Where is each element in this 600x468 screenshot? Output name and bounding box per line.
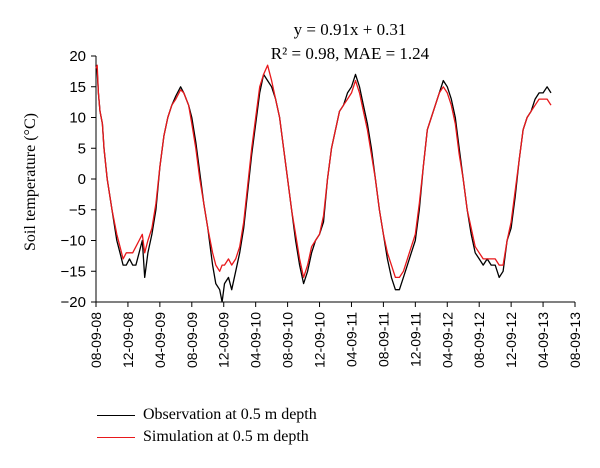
- fit-statistics: R² = 0.98, MAE = 1.24: [270, 44, 430, 63]
- legend-item-observation: Observation at 0.5 m depth: [97, 404, 317, 426]
- axes-group: [91, 55, 576, 307]
- legend: Observation at 0.5 m depth Simulation at…: [97, 404, 317, 448]
- y-tick-label: −20: [61, 294, 86, 311]
- x-tick-labels: 08-09-08 12-09-08 04-09-09 08-09-09 12-09-09…: [88, 312, 583, 368]
- x-tick-label: 08-09-12: [471, 312, 487, 368]
- x-tick-label: 04-09-12: [439, 312, 455, 368]
- x-tick-label: 08-09-09: [184, 312, 200, 368]
- y-tick-label: −15: [61, 263, 86, 280]
- x-tick-label: 08-09-08: [88, 312, 104, 368]
- x-tick-label: 12-09-08: [120, 312, 136, 368]
- x-tick-label: 04-09-11: [343, 312, 359, 367]
- x-tick-label: 08-09-11: [375, 312, 391, 367]
- x-tick-label: 04-09-10: [248, 312, 264, 368]
- x-tick-label: 12-09-09: [216, 312, 232, 368]
- y-tick-label: 15: [69, 79, 86, 96]
- legend-swatch-simulation: [97, 436, 135, 438]
- y-tick-label: 20: [69, 48, 86, 65]
- legend-swatch-observation: [97, 414, 135, 416]
- x-tick-label: 04-09-13: [535, 312, 551, 368]
- y-tick-label: 0: [78, 171, 86, 188]
- series-lines: [95, 64, 552, 303]
- y-tick-label: 5: [78, 140, 86, 157]
- x-tick-label: 04-09-09: [152, 312, 168, 368]
- legend-label-observation: Observation at 0.5 m depth: [143, 406, 317, 423]
- y-tick-labels: 20 15 10 5 0 −5 −10 −15 −20: [61, 48, 86, 311]
- x-tick-label: 12-09-11: [407, 312, 423, 367]
- series-line-observation: [95, 65, 552, 303]
- y-tick-label: 10: [69, 110, 86, 127]
- regression-equation: y = 0.91x + 0.31: [293, 20, 407, 39]
- x-tick-label: 12-09-12: [503, 312, 519, 368]
- x-tick-label: 08-09-13: [567, 312, 583, 368]
- x-tick-label: 08-09-10: [280, 312, 296, 368]
- y-tick-label: −5: [69, 202, 86, 219]
- y-tick-label: −10: [61, 233, 86, 250]
- y-axis-label: Soil temperature (°C): [22, 113, 39, 251]
- legend-label-simulation: Simulation at 0.5 m depth: [143, 428, 309, 445]
- series-line-simulation: [95, 64, 552, 279]
- x-tick-label: 12-09-10: [312, 312, 328, 368]
- legend-item-simulation: Simulation at 0.5 m depth: [97, 426, 317, 448]
